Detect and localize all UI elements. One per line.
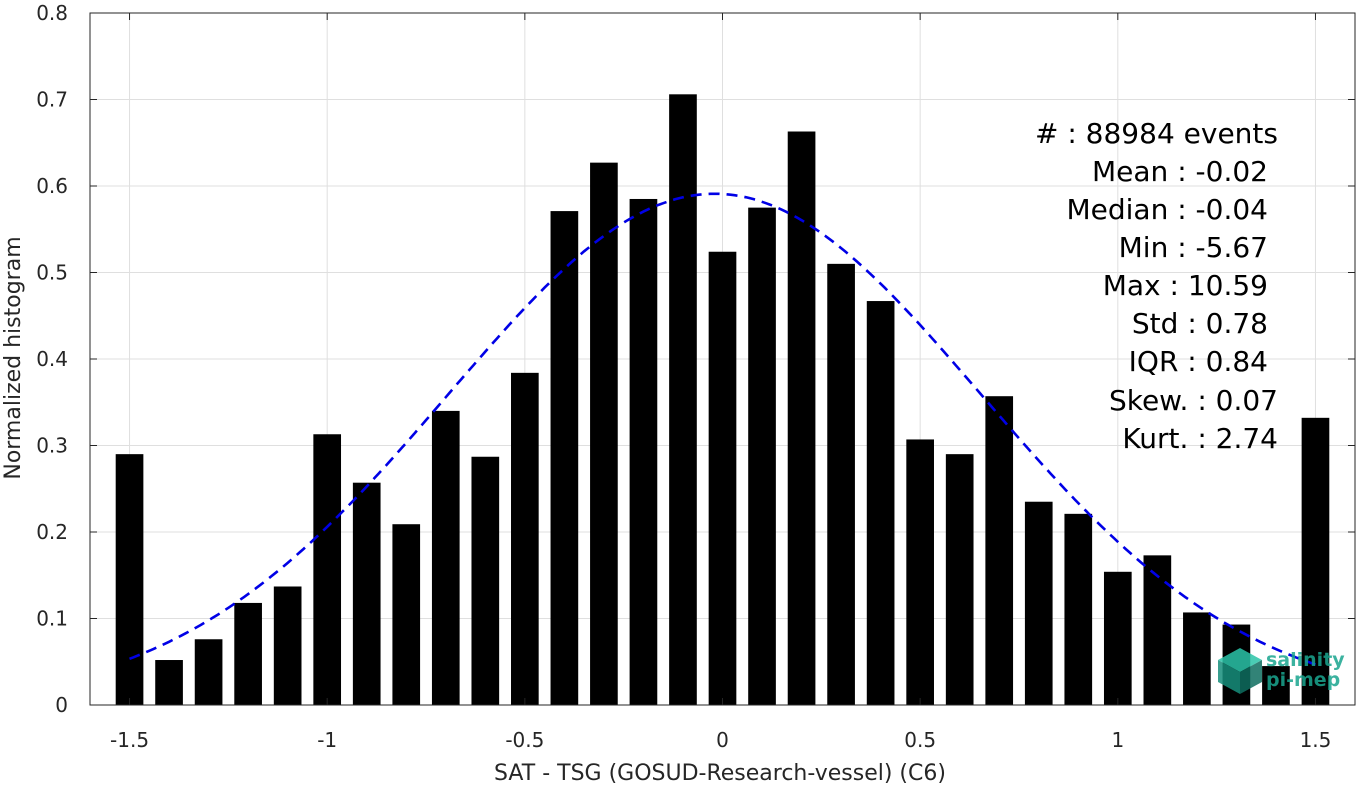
y-tick-label: 0.2 [36,520,68,544]
y-axis-label: Normalized histogram [1,236,26,479]
histogram-bar [787,131,816,705]
gaussian-fit-curve [129,192,1316,666]
stat-iqr: IQR : 0.84 [1129,345,1268,378]
x-tick-label: -1.5 [110,728,149,752]
histogram-bar [827,263,855,705]
x-tick-label: 1 [1111,728,1124,752]
histogram-bar [708,251,737,706]
y-tick-label: 0.4 [36,347,68,371]
histogram-bar [669,94,697,705]
histogram-bar [866,301,895,705]
x-tick-label: -1 [317,728,337,752]
stat-skewness: Skew. : 0.07 [1109,384,1278,417]
stat-kurtosis: Kurt. : 2.74 [1122,422,1278,455]
histogram-bar [945,454,974,705]
statistics-panel: # : 88984 events Mean : -0.02 Median : -… [1035,117,1278,455]
y-tick-label: 0.8 [36,1,68,25]
histogram-bar [1143,555,1172,705]
stat-max: Max : 10.59 [1103,269,1268,302]
histogram-bar [748,207,776,705]
y-tick-label: 0.6 [36,174,68,198]
histogram-bar [590,162,618,705]
histogram-bar [273,586,302,705]
y-tick-labels: 0 0.1 0.2 0.3 0.4 0.5 0.6 0.7 0.8 [36,1,68,717]
histogram-bar [1301,417,1330,705]
histogram-bar [629,198,658,705]
logo-line-1: salinity [1266,649,1345,671]
stat-min: Min : -5.67 [1119,231,1268,264]
histogram-bar [155,660,183,705]
histogram-bar [471,456,500,705]
y-tick-label: 0 [55,693,68,717]
cube-icon [1218,648,1262,694]
x-tick-label: 0.5 [904,728,936,752]
histogram-bar [1064,513,1093,705]
stat-mean: Mean : -0.02 [1092,155,1268,188]
histogram-bar [1262,666,1290,705]
y-tick-label: 0.1 [36,607,68,631]
histogram-bar [985,396,1014,705]
histogram-bar [392,524,421,705]
histogram-bar [352,482,381,705]
x-tick-label: 1.5 [1300,728,1332,752]
x-tick-label: 0 [716,728,729,752]
histogram-bar [194,639,223,705]
x-tick-labels: -1.5 -1 -0.5 0 0.5 1 1.5 [110,728,1331,752]
histogram-bar [1183,612,1211,705]
histogram-bar [234,602,262,705]
axis-ticks [90,12,1355,706]
histogram-bar [115,454,144,705]
stat-median: Median : -0.04 [1066,193,1268,226]
histogram-bar [511,372,539,705]
logo-line-2: pi-mep [1266,669,1340,691]
histogram-bar [550,211,579,705]
histogram-bar [431,410,460,705]
histogram-bar [1103,571,1132,705]
histogram-bar [906,439,934,705]
stat-events: # : 88984 events [1035,117,1278,150]
stat-std: Std : 0.78 [1132,307,1268,340]
x-tick-label: -0.5 [505,728,544,752]
y-tick-label: 0.3 [36,434,68,458]
salinity-pimep-logo: salinity pi-mep [1218,648,1345,694]
y-tick-label: 0.7 [36,88,68,112]
y-tick-label: 0.5 [36,261,68,285]
x-axis-label: SAT - TSG (GOSUD-Research-vessel) (C6) [494,761,946,785]
histogram-bar [313,434,342,705]
histogram-bar [1024,501,1053,705]
